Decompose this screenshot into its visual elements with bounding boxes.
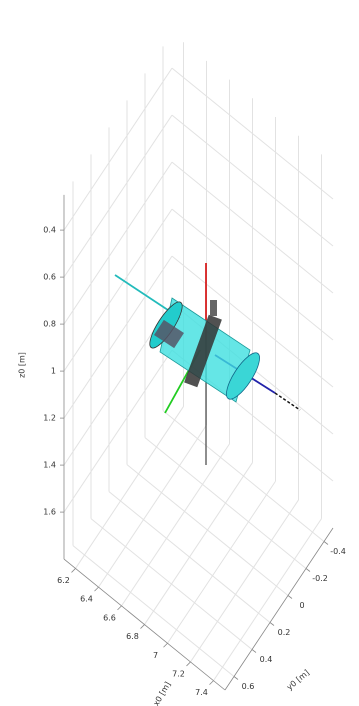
z-tick-label: 1.2	[43, 414, 56, 423]
grid-line	[168, 481, 276, 643]
grid-line	[64, 68, 172, 230]
chart: z0 [m] x0 [m] y0 [m] 6.2 6.4 6.6 6.8 7 7.2 7.4…	[0, 0, 359, 706]
x-tick-label: 7.2	[172, 669, 185, 678]
z-tick-label: 1.4	[43, 461, 56, 470]
grid-line	[145, 438, 306, 569]
y-tick-label: 0.6	[242, 682, 255, 691]
x-tick	[118, 606, 122, 610]
y-tick-label: -0.4	[330, 547, 346, 556]
z-tick-label: 1	[51, 367, 56, 376]
y-tick	[234, 677, 238, 680]
grid-line	[109, 492, 270, 623]
y-tick	[270, 623, 274, 626]
grid-line	[191, 500, 299, 662]
grid-line	[64, 162, 172, 324]
z-tick-label: 0.6	[43, 273, 56, 282]
y-tick-label: 0	[299, 601, 304, 610]
y-axis-line	[225, 528, 333, 690]
vehicle-model	[115, 263, 300, 465]
y-tick	[252, 650, 256, 653]
x-tick-label: 7.4	[195, 688, 208, 697]
x-tick-label: 6.2	[57, 576, 70, 585]
y-tick-label: -0.2	[312, 574, 328, 583]
y-tick-label: 0.4	[260, 655, 273, 664]
y-tick	[306, 569, 310, 572]
z-axis-label: z0 [m]	[18, 352, 27, 378]
x-tick-label: 6.6	[103, 613, 116, 622]
grid-line	[99, 425, 207, 587]
z-tick-label: 0.4	[43, 226, 56, 235]
y-tick	[324, 542, 328, 545]
z-tick-label: 0.8	[43, 320, 56, 329]
labels: z0 [m] x0 [m] y0 [m]	[18, 352, 312, 706]
x-tick	[141, 625, 145, 629]
y-tick	[288, 596, 292, 599]
mast	[210, 300, 217, 316]
grid-line	[145, 463, 253, 625]
grid-line	[122, 444, 230, 606]
x-tick-label: 7	[153, 651, 158, 660]
x-axis-label: x0 [m]	[152, 680, 173, 706]
x-tick-label: 6.8	[126, 632, 139, 641]
z-tick-label: 1.6	[43, 508, 56, 517]
grid-line	[91, 519, 252, 650]
x-tick	[95, 587, 99, 591]
y-axis-label: y0 [m]	[285, 668, 311, 692]
x-tick-label: 6.4	[80, 595, 93, 604]
page: z0 [m] x0 [m] y0 [m] 6.2 6.4 6.6 6.8 7 7.2 7.4…	[0, 0, 359, 706]
grid-line	[76, 406, 184, 568]
axis-dashed	[275, 393, 300, 410]
y-tick-label: 0.2	[278, 628, 291, 637]
grid-line	[64, 115, 172, 277]
x-tick	[187, 662, 191, 666]
grid-line	[163, 411, 324, 542]
grid-line	[127, 465, 288, 596]
x-tick	[164, 643, 168, 647]
x-tick	[72, 568, 76, 572]
x-tick	[210, 681, 214, 685]
